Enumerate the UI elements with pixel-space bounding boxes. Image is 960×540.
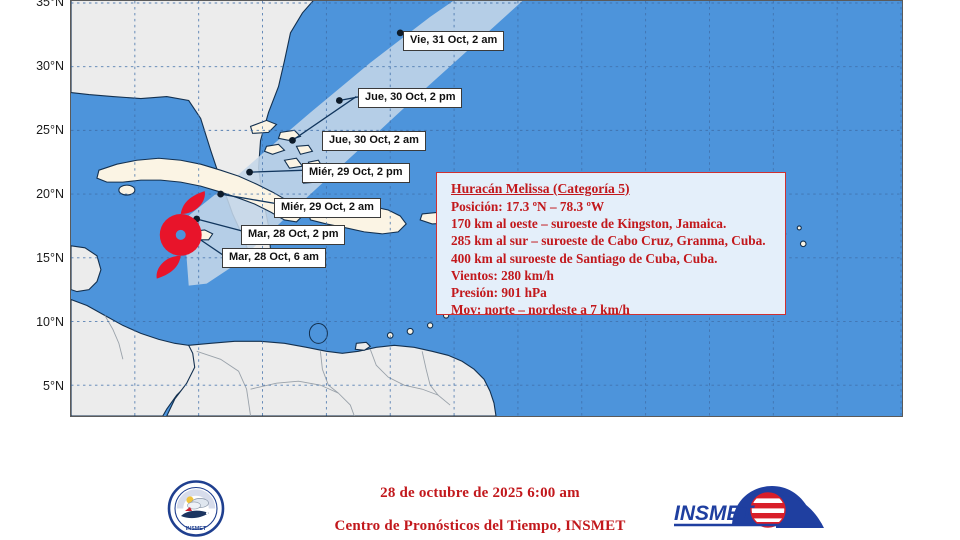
latitude-axis: 35°N 30°N 25°N 20°N 15°N 10°N 5°N — [0, 0, 64, 417]
forecast-point — [217, 190, 225, 198]
forecast-point — [289, 136, 296, 144]
storm-info-position: Posición: 17.3 ºN – 78.3 ºW — [451, 198, 605, 214]
storm-info-box: Huracán Melissa (Categoría 5) Posición: … — [436, 172, 786, 318]
track-label-jue-30-2pm[interactable]: Jue, 30 Oct, 2 pm — [358, 88, 463, 108]
forecast-point — [335, 97, 343, 104]
country-borders — [104, 315, 451, 416]
storm-info-ref-cabo-cruz: 285 km al sur – suroeste de Cabo Cruz, G… — [451, 233, 766, 249]
track-label-vie-31-2am[interactable]: Vie, 31 Oct, 2 am — [403, 31, 505, 51]
issuing-office: Centro de Pronósticos del Tiempo, INSMET — [334, 518, 626, 534]
logo-striped-globe-icon — [750, 492, 786, 528]
storm-info-ref-santiago: 400 km al suroeste de Santiago de Cuba, … — [451, 250, 718, 266]
lat-tick: 10°N — [36, 315, 64, 329]
insmet-logo: INSMET — [674, 486, 824, 528]
insmet-seal-icon: INSMET — [167, 480, 225, 537]
seal-label: INSMET — [186, 526, 207, 532]
track-label-mier-29-2am[interactable]: Miér, 29 Oct, 2 am — [274, 198, 381, 218]
lat-tick: 30°N — [36, 59, 64, 73]
lat-tick: 35°N — [36, 0, 64, 9]
storm-info-ref-kingston: 170 km al oeste – suroeste de Kingston, … — [451, 215, 727, 231]
lat-tick: 5°N — [43, 379, 64, 393]
track-label-mier-29-2pm[interactable]: Miér, 29 Oct, 2 pm — [302, 163, 410, 183]
lake-maracaibo — [308, 322, 328, 344]
lat-tick: 20°N — [36, 187, 64, 201]
lat-tick: 15°N — [36, 251, 64, 265]
storm-info-winds: Vientos: 280 km/h — [451, 267, 554, 283]
issue-datetime: 28 de octubre de 2025 6:00 am — [380, 485, 580, 501]
storm-info-movement: Mov: norte – nordeste a 7 km/h — [451, 302, 630, 318]
graticule-grid — [71, 1, 902, 416]
lat-tick: 25°N — [36, 123, 64, 137]
forecast-point — [246, 168, 253, 176]
forecast-points[interactable] — [193, 29, 404, 223]
track-label-mar-28-2pm[interactable]: Mar, 28 Oct, 2 pm — [241, 225, 346, 245]
forecast-point — [396, 29, 404, 37]
storm-info-pressure: Presión: 901 hPa — [451, 285, 547, 301]
track-label-mar-28-6am[interactable]: Mar, 28 Oct, 6 am — [222, 248, 326, 268]
hurricane-symbol-icon — [156, 191, 205, 279]
track-label-jue-30-2am[interactable]: Jue, 30 Oct, 2 am — [322, 131, 426, 151]
logo-wordmark: INSMET — [674, 502, 756, 525]
storm-info-title: Huracán Melissa (Categoría 5) — [451, 181, 630, 196]
